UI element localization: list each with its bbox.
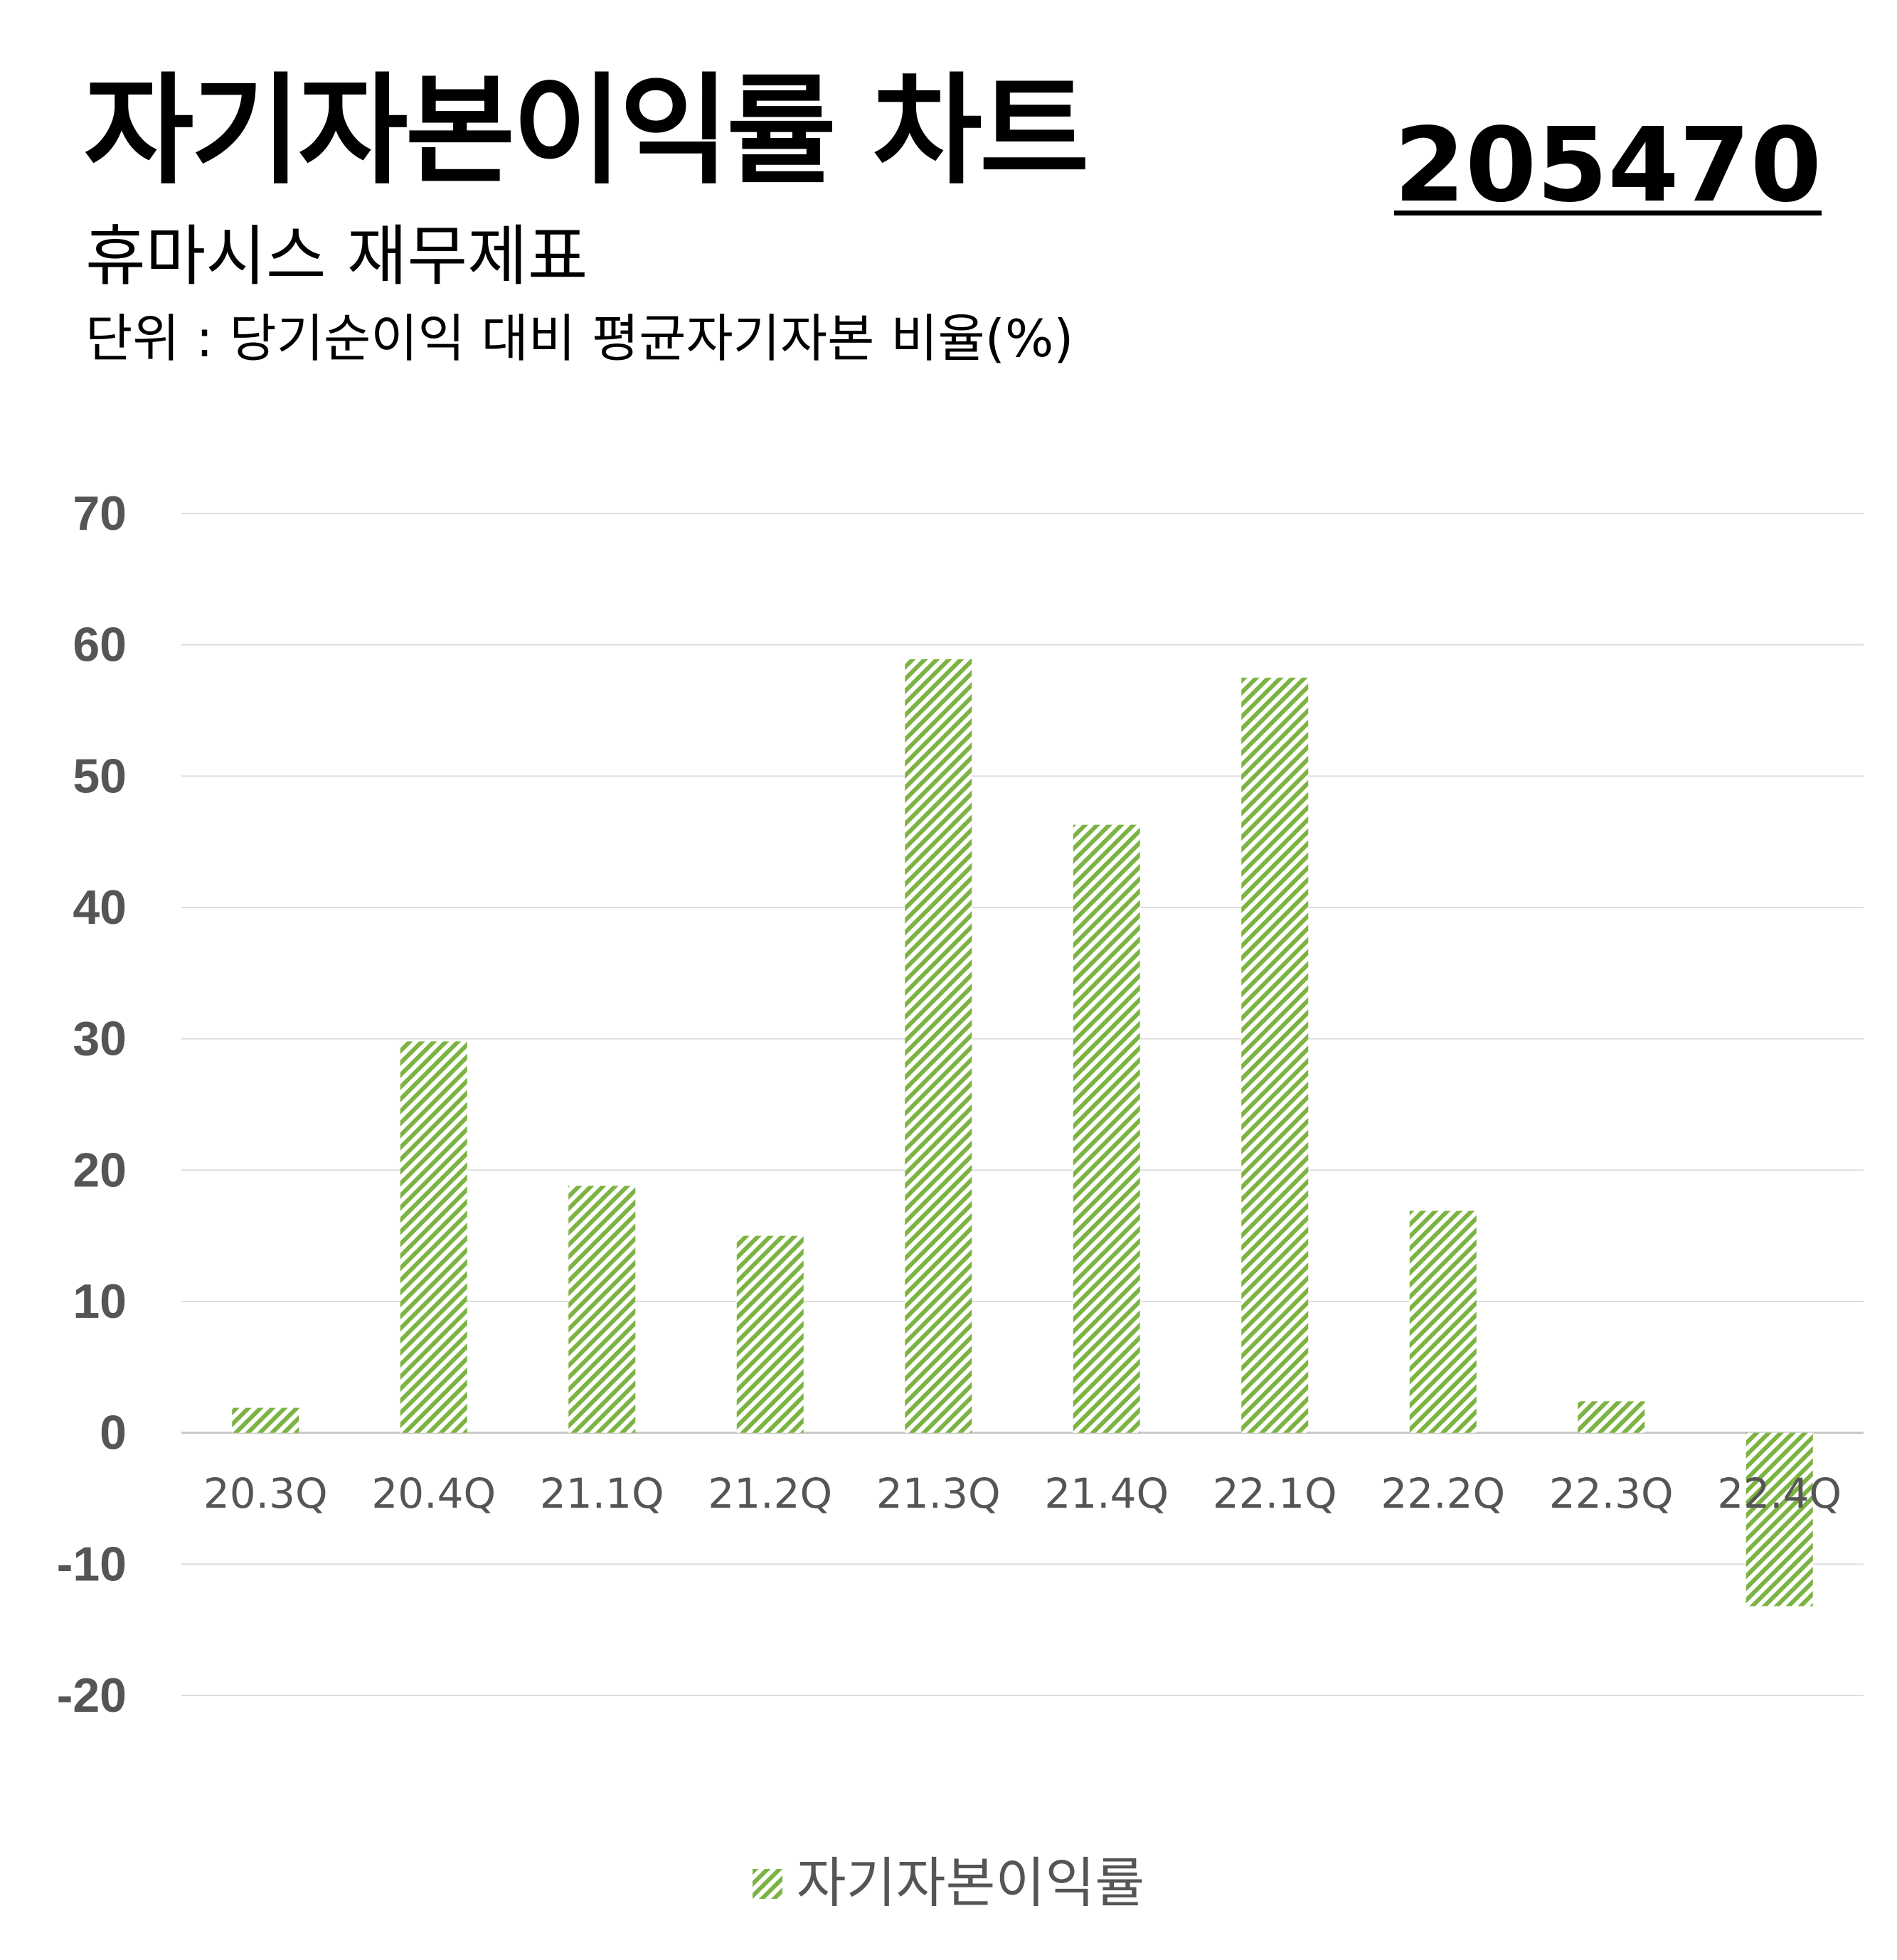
chart-title: 자기자본이익률 차트 — [84, 61, 1090, 201]
y-tick-label: 60 — [73, 618, 127, 672]
x-tick-label: 21.4Q — [1044, 1469, 1169, 1518]
x-tick-label: 20.4Q — [371, 1469, 496, 1518]
bar-22.3Q — [1578, 1401, 1645, 1433]
y-tick-label: 50 — [73, 749, 127, 803]
legend-label: 자기자본이익률 — [796, 1851, 1145, 1914]
y-tick-label: 10 — [73, 1274, 127, 1328]
y-tick-label: -10 — [57, 1537, 127, 1591]
bar-21.1Q — [568, 1186, 636, 1433]
roe-bar-chart: 70 60 50 40 30 20 10 0 -10 -20 20.3Q 20.4Q 21.1Q 21.2… — [57, 486, 1864, 1722]
bar-22.2Q — [1409, 1210, 1477, 1433]
stock-code: 205470 — [1393, 105, 1822, 225]
bar-21.2Q — [736, 1235, 804, 1433]
bar-22.1Q — [1241, 677, 1309, 1433]
bar-21.4Q — [1073, 824, 1140, 1433]
bar-20.3Q — [232, 1407, 299, 1433]
chart-subtitle: 휴마시스 재무제표 — [85, 218, 588, 294]
x-tick-label: 21.3Q — [876, 1469, 1001, 1518]
bar-21.3Q — [905, 659, 972, 1433]
x-tick-label: 20.3Q — [203, 1469, 328, 1518]
x-tick-label: 22.1Q — [1213, 1469, 1337, 1518]
unit-label: 단위 : 당기순이익 대비 평균자기자본 비율(%) — [85, 309, 1074, 368]
bar-20.4Q — [400, 1041, 467, 1433]
y-tick-label: 0 — [100, 1406, 127, 1460]
legend-swatch — [752, 1869, 782, 1899]
x-tick-label: 22.3Q — [1549, 1469, 1674, 1518]
y-tick-label: 40 — [73, 880, 127, 934]
chart-legend: 자기자본이익률 — [0, 1856, 1897, 1910]
x-tick-label: 22.2Q — [1381, 1469, 1505, 1518]
y-tick-label: 30 — [73, 1012, 127, 1066]
y-tick-label: 70 — [73, 486, 127, 540]
y-tick-label: -20 — [57, 1668, 127, 1722]
x-tick-label: 21.2Q — [708, 1469, 832, 1518]
y-tick-label: 20 — [73, 1143, 127, 1197]
x-tick-label: 21.1Q — [540, 1469, 664, 1518]
bar-22.4Q — [1745, 1432, 1813, 1607]
x-tick-label: 22.4Q — [1717, 1469, 1842, 1518]
